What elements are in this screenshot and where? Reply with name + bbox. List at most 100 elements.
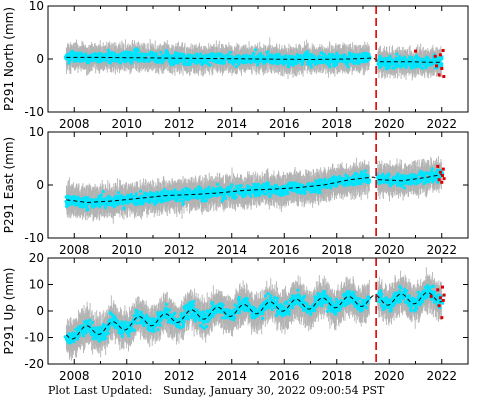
daily-point bbox=[353, 182, 357, 186]
daily-point bbox=[67, 60, 71, 64]
daily-point bbox=[256, 63, 260, 67]
daily-point bbox=[123, 60, 127, 64]
daily-point bbox=[174, 56, 178, 60]
x-tick-label: 2016 bbox=[269, 117, 300, 131]
daily-point bbox=[286, 182, 290, 187]
daily-point bbox=[411, 179, 415, 183]
daily-point bbox=[299, 54, 303, 59]
daily-point bbox=[319, 51, 323, 55]
daily-point bbox=[321, 59, 325, 64]
x-tick-label: 2014 bbox=[216, 243, 247, 257]
daily-point bbox=[238, 184, 242, 188]
daily-point bbox=[364, 52, 369, 56]
daily-point bbox=[281, 59, 285, 63]
daily-point bbox=[406, 180, 410, 184]
daily-point bbox=[351, 183, 355, 187]
daily-point bbox=[362, 60, 366, 64]
daily-point bbox=[260, 190, 264, 194]
daily-point bbox=[408, 182, 412, 186]
daily-point bbox=[276, 62, 280, 66]
daily-point bbox=[216, 182, 220, 186]
daily-point bbox=[118, 61, 123, 65]
daily-point bbox=[323, 53, 327, 57]
daily-point bbox=[202, 193, 206, 197]
daily-point bbox=[139, 189, 143, 193]
daily-point bbox=[126, 193, 130, 197]
daily-point bbox=[392, 66, 396, 70]
daily-point bbox=[306, 54, 310, 59]
daily-point bbox=[286, 191, 290, 196]
daily-point bbox=[222, 196, 226, 200]
daily-point bbox=[317, 191, 321, 195]
recent-point bbox=[440, 67, 444, 70]
daily-point bbox=[129, 193, 133, 197]
daily-point bbox=[387, 173, 391, 177]
y-tick-label: 0 bbox=[36, 178, 44, 192]
daily-point bbox=[228, 50, 232, 55]
x-tick-label: 2020 bbox=[374, 243, 405, 257]
daily-point bbox=[352, 61, 356, 65]
daily-point bbox=[328, 183, 332, 187]
daily-point bbox=[86, 58, 90, 63]
daily-point bbox=[428, 63, 432, 67]
daily-point bbox=[431, 62, 435, 66]
recent-point bbox=[441, 174, 444, 177]
daily-point bbox=[174, 190, 178, 194]
recent-point bbox=[435, 64, 438, 68]
x-tick-label: 2022 bbox=[426, 117, 457, 131]
x-tick-label: 2008 bbox=[59, 117, 90, 131]
daily-point bbox=[206, 196, 210, 200]
daily-point bbox=[173, 53, 177, 57]
daily-point bbox=[300, 62, 304, 66]
daily-point bbox=[243, 193, 247, 198]
daily-point bbox=[313, 62, 317, 66]
daily-point bbox=[268, 194, 272, 198]
daily-point bbox=[183, 60, 187, 64]
daily-point bbox=[98, 205, 102, 209]
daily-point bbox=[274, 54, 279, 58]
y-tick-label: -10 bbox=[24, 231, 44, 245]
daily-point bbox=[262, 192, 266, 196]
daily-point bbox=[402, 186, 407, 190]
recent-point bbox=[436, 164, 440, 168]
daily-point bbox=[160, 199, 164, 203]
daily-point bbox=[220, 199, 225, 203]
daily-point bbox=[257, 59, 261, 63]
daily-point bbox=[103, 206, 107, 210]
daily-point bbox=[230, 183, 234, 187]
x-tick-label: 2012 bbox=[164, 117, 195, 131]
daily-point bbox=[295, 190, 299, 194]
daily-point bbox=[112, 201, 116, 205]
daily-point bbox=[302, 191, 307, 195]
daily-point bbox=[164, 199, 168, 203]
daily-point bbox=[269, 53, 273, 57]
daily-point bbox=[237, 62, 241, 66]
daily-point bbox=[399, 65, 403, 69]
daily-point bbox=[275, 192, 279, 196]
daily-point bbox=[227, 185, 231, 189]
north-panel: 2008 2010 2012 2014 2016 2018 2020 2022 -10 0 10 P2… bbox=[2, 0, 469, 131]
daily-point bbox=[139, 194, 143, 198]
daily-positions bbox=[63, 47, 444, 71]
recent-point bbox=[438, 53, 442, 57]
daily-point bbox=[412, 174, 416, 178]
daily-point bbox=[204, 53, 208, 57]
daily-point bbox=[217, 52, 221, 56]
daily-point bbox=[414, 175, 418, 179]
daily-point bbox=[295, 53, 299, 57]
daily-point bbox=[134, 192, 139, 196]
daily-point bbox=[366, 181, 370, 185]
daily-point bbox=[67, 194, 71, 199]
recent-point bbox=[441, 49, 445, 52]
daily-point bbox=[301, 183, 305, 187]
daily-point bbox=[334, 62, 339, 67]
daily-point bbox=[197, 185, 201, 189]
daily-point bbox=[172, 59, 176, 63]
daily-point bbox=[384, 58, 389, 62]
daily-point bbox=[136, 49, 140, 53]
daily-point bbox=[83, 204, 87, 208]
daily-point bbox=[130, 51, 134, 56]
x-tick-label: 2012 bbox=[164, 243, 195, 257]
daily-point bbox=[286, 64, 290, 69]
